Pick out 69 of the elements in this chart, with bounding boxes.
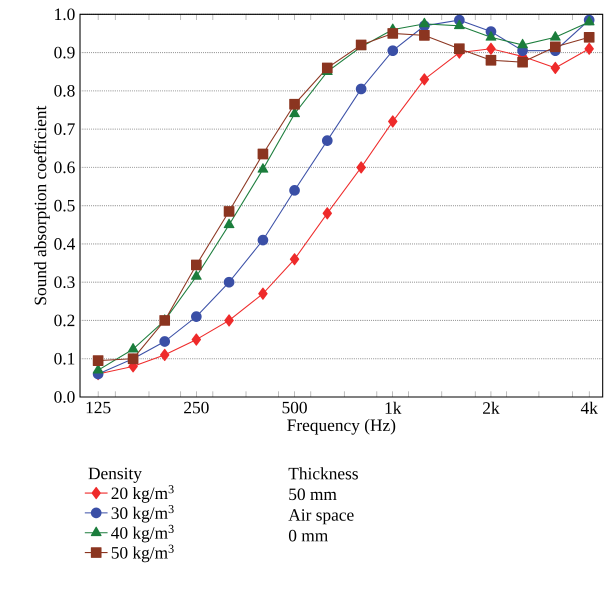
text: 50 mm <box>289 488 337 500</box>
legend-label: 50 kg/m$^{3}$ <box>112 544 174 562</box>
y-tick-label: 0.8 <box>54 84 75 97</box>
text: 0 mm <box>288 530 328 542</box>
point <box>356 161 366 174</box>
point <box>387 45 398 56</box>
point <box>387 28 398 39</box>
point <box>486 31 496 41</box>
x-tick-label: 125 <box>86 402 110 414</box>
point <box>192 333 202 346</box>
point <box>356 84 366 94</box>
legend-title: Density <box>88 468 142 483</box>
point <box>224 314 234 327</box>
y-tick-label: 0.5 <box>54 200 75 212</box>
point <box>550 42 561 52</box>
point <box>419 30 430 41</box>
point <box>92 355 104 366</box>
point <box>322 207 332 220</box>
point <box>289 98 300 110</box>
point <box>517 38 528 48</box>
y-axis-title: Sound absorption coefficient <box>34 106 50 304</box>
point <box>388 115 398 128</box>
point <box>289 185 300 196</box>
x-tick-label: 250 <box>184 402 209 414</box>
point <box>420 73 430 86</box>
point <box>224 276 234 288</box>
point <box>191 260 202 270</box>
legend-label: 20 kg/m$^{3}$ <box>112 485 174 503</box>
point <box>191 311 202 322</box>
y-tick-label: 1.0 <box>55 8 75 20</box>
legend-label: 40 kg/m$^{3}$ <box>111 524 174 542</box>
x-tick-label: 2k <box>483 402 500 414</box>
y-tick-label: 0.9 <box>54 46 75 58</box>
point <box>486 42 496 55</box>
x-tick-label: 1k <box>386 402 402 414</box>
point <box>550 62 560 74</box>
point <box>258 163 268 173</box>
x-tick-label: 500 <box>282 402 307 414</box>
x-tick-label: 4k <box>580 402 598 414</box>
point <box>584 42 594 55</box>
point <box>258 148 268 160</box>
y-tick-label: 0.0 <box>54 391 75 403</box>
y-tick-label: 0.6 <box>54 162 75 174</box>
y-tick-label: 0.7 <box>54 123 75 136</box>
point <box>190 270 202 280</box>
y-tick-label: 0.3 <box>54 276 75 288</box>
point <box>418 18 430 28</box>
y-tick-label: 0.2 <box>54 314 74 326</box>
point <box>517 56 528 68</box>
y-tick-label: 0.4 <box>54 238 76 250</box>
point <box>454 20 465 30</box>
legend-label: 30 kg/m$^{3}$ <box>112 504 174 523</box>
point <box>290 253 300 266</box>
point <box>584 32 595 43</box>
point <box>159 336 170 347</box>
point <box>550 31 561 41</box>
point <box>454 43 465 54</box>
point <box>322 135 333 146</box>
text: Air space <box>288 509 354 524</box>
y-tick-label: 0.1 <box>54 352 74 365</box>
x-axis-title: Frequency (Hz) <box>287 418 396 435</box>
point <box>160 348 170 362</box>
point <box>224 218 234 228</box>
point <box>486 54 496 66</box>
point <box>258 288 268 300</box>
point <box>258 234 268 246</box>
point <box>322 62 333 74</box>
point <box>224 206 234 217</box>
text: Thickness <box>288 467 358 480</box>
